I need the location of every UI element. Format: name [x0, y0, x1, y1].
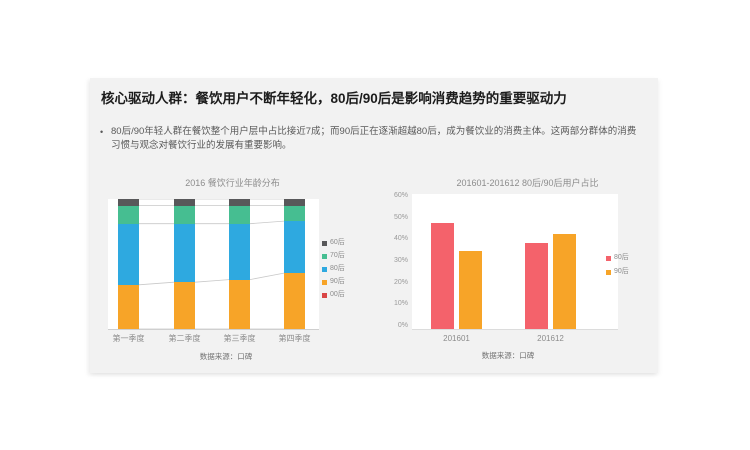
category-label-第三季度: 第三季度 [223, 334, 256, 343]
bullet-text: 80后/90年轻人群在餐饮整个用户层中占比接近7成；而90后正在逐渐超越80后，… [111, 126, 637, 151]
legend-item-80后: 80后 [606, 254, 629, 262]
bullet-marker-icon: • [100, 127, 104, 137]
left-chart-source: 数据来源：口碑 [199, 352, 253, 361]
bar-segment-90后-第一季度 [118, 284, 139, 329]
y-axis-tick-40%: 40% [393, 235, 408, 243]
bar-segment-90后-第二季度 [174, 282, 195, 329]
left-chart-plot-area [108, 199, 319, 330]
left-chart-title: 2016 餐饮行业年龄分布 [185, 178, 280, 188]
bar-segment-80后-第四季度 [284, 221, 305, 274]
left-chart-legend: 60后 70后 80后 90后 00后 [322, 239, 345, 304]
legend-swatch-icon [322, 240, 327, 246]
bar-segment-70后-第四季度 [284, 205, 305, 222]
y-axis-tick-20%: 20% [393, 278, 408, 286]
bar-segment-80后-第三季度 [229, 223, 250, 280]
bar-90后-201601 [459, 251, 482, 329]
bar-segment-90后-第四季度 [284, 273, 305, 329]
bar-segment-80后-第一季度 [118, 223, 139, 285]
category-label-201601: 201601 [443, 334, 470, 343]
left-chart-x-axis-labels: 第一季度 第二季度 第三季度 第四季度 [108, 333, 319, 345]
series-connector-lines [138, 199, 285, 329]
right-chart-plot-area [412, 194, 618, 330]
bar-80后-201612 [525, 242, 548, 329]
legend-swatch-icon [322, 292, 327, 298]
slide: 核心驱动人群：餐饮用户不断年轻化，80后/90后是影响消费趋势的重要驱动力 • … [90, 78, 658, 373]
category-label-第二季度: 第二季度 [168, 334, 201, 343]
right-chart-y-axis-labels: 60% 50% 40% 30% 20% 10% 0% [380, 192, 408, 337]
bar-segment-60后-第一季度 [118, 199, 139, 206]
legend-item-70后: 70后 [322, 252, 345, 260]
legend-label: 90后 [614, 268, 629, 275]
bar-segment-90后-第三季度 [229, 279, 250, 329]
legend-swatch-icon [606, 269, 611, 275]
legend-swatch-icon [322, 279, 327, 285]
category-label-第四季度: 第四季度 [278, 334, 311, 343]
y-axis-tick-30%: 30% [393, 257, 408, 264]
right-chart-title: 201601-201612 80后/90后用户占比 [456, 178, 599, 188]
category-label-201612: 201612 [537, 334, 564, 343]
bar-segment-80后-第二季度 [174, 223, 195, 283]
legend-item-60后: 60后 [322, 239, 345, 247]
legend-label: 80后 [614, 254, 629, 261]
y-axis-tick-0%: 0% [397, 322, 408, 329]
legend-label: 60后 [330, 239, 345, 246]
bar-segment-70后-第二季度 [174, 205, 195, 224]
legend-swatch-icon [322, 253, 327, 259]
slide-title: 核心驱动人群：餐饮用户不断年轻化，80后/90后是影响消费趋势的重要驱动力 [101, 91, 567, 106]
bar-90后-201612 [553, 233, 576, 329]
legend-swatch-icon [322, 266, 327, 272]
legend-item-80后: 80后 [322, 265, 345, 273]
y-axis-tick-60%: 60% [393, 192, 408, 199]
legend-item-00后: 00后 [322, 291, 345, 299]
legend-item-90后: 90后 [322, 278, 345, 286]
right-chart-source: 数据来源：口碑 [481, 351, 535, 360]
bar-segment-60后-第二季度 [174, 199, 195, 206]
category-label-第一季度: 第一季度 [112, 334, 145, 343]
legend-swatch-icon [606, 255, 611, 261]
legend-label: 00后 [330, 291, 345, 298]
legend-label: 70后 [330, 252, 345, 259]
bullet-row: • 80后/90年轻人群在餐饮整个用户层中占比接近7成；而90后正在逐渐超越80… [100, 125, 645, 153]
bar-segment-60后-第四季度 [284, 199, 305, 206]
bar-segment-60后-第三季度 [229, 199, 250, 206]
bar-80后-201601 [431, 222, 454, 329]
y-axis-tick-10%: 10% [393, 300, 408, 308]
legend-item-90后: 90后 [606, 268, 629, 276]
bar-segment-70后-第三季度 [229, 205, 250, 224]
right-chart-x-axis-labels: 201601 201612 [412, 334, 618, 346]
y-axis-tick-50%: 50% [393, 213, 408, 221]
legend-label: 90后 [330, 278, 345, 285]
bar-segment-70后-第一季度 [118, 205, 139, 224]
legend-label: 80后 [330, 265, 345, 272]
right-chart-legend: 80后 90后 [606, 254, 629, 282]
